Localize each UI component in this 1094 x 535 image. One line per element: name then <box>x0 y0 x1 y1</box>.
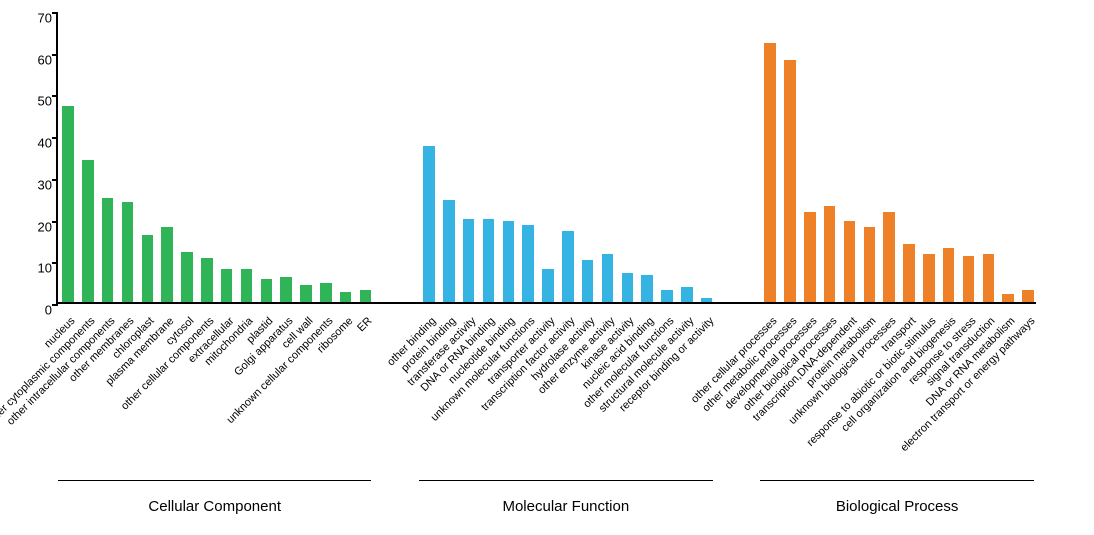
bar <box>503 221 515 302</box>
bar <box>883 212 895 302</box>
ytick-mark <box>52 137 58 139</box>
bar <box>142 235 154 302</box>
ytick-label: 0 <box>26 303 52 318</box>
bar <box>804 212 816 302</box>
x-category-label: ER <box>356 315 375 334</box>
ytick-label: 60 <box>26 52 52 67</box>
bar <box>320 283 332 302</box>
bar <box>1022 290 1034 303</box>
group-underline <box>58 480 371 481</box>
group-underline <box>419 480 713 481</box>
bar <box>983 254 995 302</box>
ytick-mark <box>52 95 58 97</box>
bar <box>261 279 273 302</box>
bar <box>641 275 653 302</box>
bar <box>360 290 372 303</box>
ytick-label: 70 <box>26 11 52 26</box>
bar <box>824 206 836 302</box>
ytick-mark <box>52 54 58 56</box>
bar <box>122 202 134 302</box>
bar <box>221 269 233 302</box>
plot-area: 010203040506070 <box>56 12 1036 304</box>
bar <box>423 146 435 302</box>
bar <box>1002 294 1014 302</box>
ytick-label: 30 <box>26 177 52 192</box>
ytick-label: 50 <box>26 94 52 109</box>
bar <box>963 256 975 302</box>
bar <box>340 292 352 302</box>
group-underline <box>760 480 1034 481</box>
bar <box>903 244 915 302</box>
ytick-mark <box>52 12 58 14</box>
bar <box>201 258 213 302</box>
bar <box>102 198 114 302</box>
group-label: Molecular Function <box>502 498 629 515</box>
ytick-mark <box>52 179 58 181</box>
bar <box>522 225 534 302</box>
group-label: Cellular Component <box>148 498 281 515</box>
ytick-label: 40 <box>26 136 52 151</box>
bar <box>62 106 74 302</box>
bar <box>602 254 614 302</box>
bar <box>82 160 94 302</box>
bar <box>661 290 673 303</box>
group-label: Biological Process <box>836 498 959 515</box>
bar <box>764 43 776 302</box>
bar <box>844 221 856 302</box>
go-bar-chart: 010203040506070 nucleusother cytoplasmic… <box>0 0 1094 535</box>
bar <box>923 254 935 302</box>
ytick-mark <box>52 262 58 264</box>
bar <box>181 252 193 302</box>
ytick-mark <box>52 304 58 306</box>
bar <box>280 277 292 302</box>
bar <box>161 227 173 302</box>
bar <box>443 200 455 302</box>
bar <box>542 269 554 302</box>
bar <box>562 231 574 302</box>
bar <box>483 219 495 302</box>
bar <box>681 287 693 302</box>
bar <box>463 219 475 302</box>
bar <box>622 273 634 302</box>
bar <box>300 285 312 302</box>
bar <box>582 260 594 302</box>
bar <box>241 269 253 302</box>
ytick-label: 20 <box>26 219 52 234</box>
bar <box>864 227 876 302</box>
bar <box>701 298 713 302</box>
ytick-mark <box>52 221 58 223</box>
ytick-label: 10 <box>26 261 52 276</box>
bar <box>784 60 796 302</box>
bar <box>943 248 955 302</box>
